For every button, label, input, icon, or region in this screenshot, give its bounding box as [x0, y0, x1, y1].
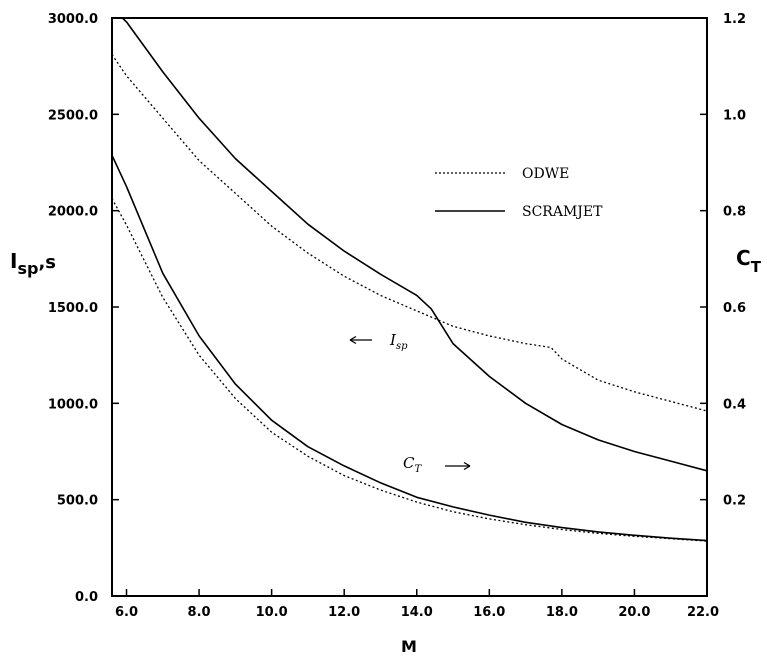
x-tick-label: 18.0 — [546, 605, 578, 620]
x-tick-label: 12.0 — [328, 605, 360, 620]
y-axis-title-main: I — [10, 249, 17, 273]
y2-tick-label: 0.4 — [723, 397, 746, 412]
y2-tick-label: 0.8 — [723, 205, 746, 220]
y2-axis-title: CT — [736, 246, 762, 276]
y2-tick-label: 0.2 — [723, 494, 746, 509]
x-tick-label: 10.0 — [256, 605, 288, 620]
x-tick-label: 8.0 — [188, 605, 211, 620]
y-tick-label: 3000.0 — [48, 12, 98, 27]
y-tick-label: 2500.0 — [48, 108, 98, 123]
legend-label-odwe: ODWE — [522, 166, 569, 182]
y-tick-label: 1500.0 — [48, 301, 98, 316]
y2-axis-title-sub: T — [751, 258, 762, 276]
y-axis-title: Isp,s — [10, 249, 56, 278]
series-scramjet-isp — [121, 17, 708, 472]
annotation-ct-sub: T — [414, 464, 422, 475]
x-axis: 6.0 8.0 10.0 12.0 14.0 16.0 18.0 20.0 22.0 — [115, 589, 719, 620]
series-odwe-ct — [111, 198, 708, 542]
annotation-isp-main: I — [389, 331, 397, 349]
y-axis-right: 0.2 0.4 0.6 0.8 1.0 1.2 — [700, 12, 746, 509]
annotation-ct: CT — [403, 454, 471, 475]
y-tick-label: 1000.0 — [48, 397, 98, 412]
annotation-ct-main: C — [403, 454, 415, 472]
y2-tick-label: 0.6 — [723, 301, 746, 316]
annotation-isp: Isp — [349, 331, 408, 352]
series-odwe-isp — [111, 54, 708, 412]
plot-frame — [111, 17, 708, 597]
arrow-left-head-icon — [349, 335, 357, 345]
x-tick-label: 14.0 — [401, 605, 433, 620]
y2-axis-title-main: C — [736, 246, 751, 270]
y-axis-left: 0.0 500.0 1000.0 1500.0 2000.0 2500.0 3000.0 — [48, 12, 119, 605]
y2-tick-label: 1.2 — [723, 12, 746, 27]
x-tick-label: 22.0 — [687, 605, 719, 620]
legend-label-scramjet: SCRAMJET — [522, 204, 603, 220]
x-tick-label: 20.0 — [618, 605, 650, 620]
legend: ODWE SCRAMJET — [435, 166, 603, 220]
x-tick-label: 16.0 — [473, 605, 505, 620]
arrow-right-head-icon — [463, 461, 471, 471]
annotation-ct-label: CT — [403, 454, 422, 475]
x-axis-title: M — [401, 637, 417, 656]
y-axis-title-sub: sp — [17, 259, 38, 278]
y-tick-label: 2000.0 — [48, 205, 98, 220]
y-tick-label: 500.0 — [57, 494, 98, 509]
series-scramjet-ct — [111, 154, 708, 542]
y-tick-label: 0.0 — [75, 590, 98, 605]
x-tick-label: 6.0 — [115, 605, 138, 620]
annotation-isp-sub: sp — [396, 341, 408, 352]
y2-tick-label: 1.0 — [723, 108, 746, 123]
series-layer — [111, 17, 708, 542]
y-axis-title-suffix: ,s — [38, 252, 56, 273]
annotation-isp-label: Isp — [389, 331, 408, 352]
